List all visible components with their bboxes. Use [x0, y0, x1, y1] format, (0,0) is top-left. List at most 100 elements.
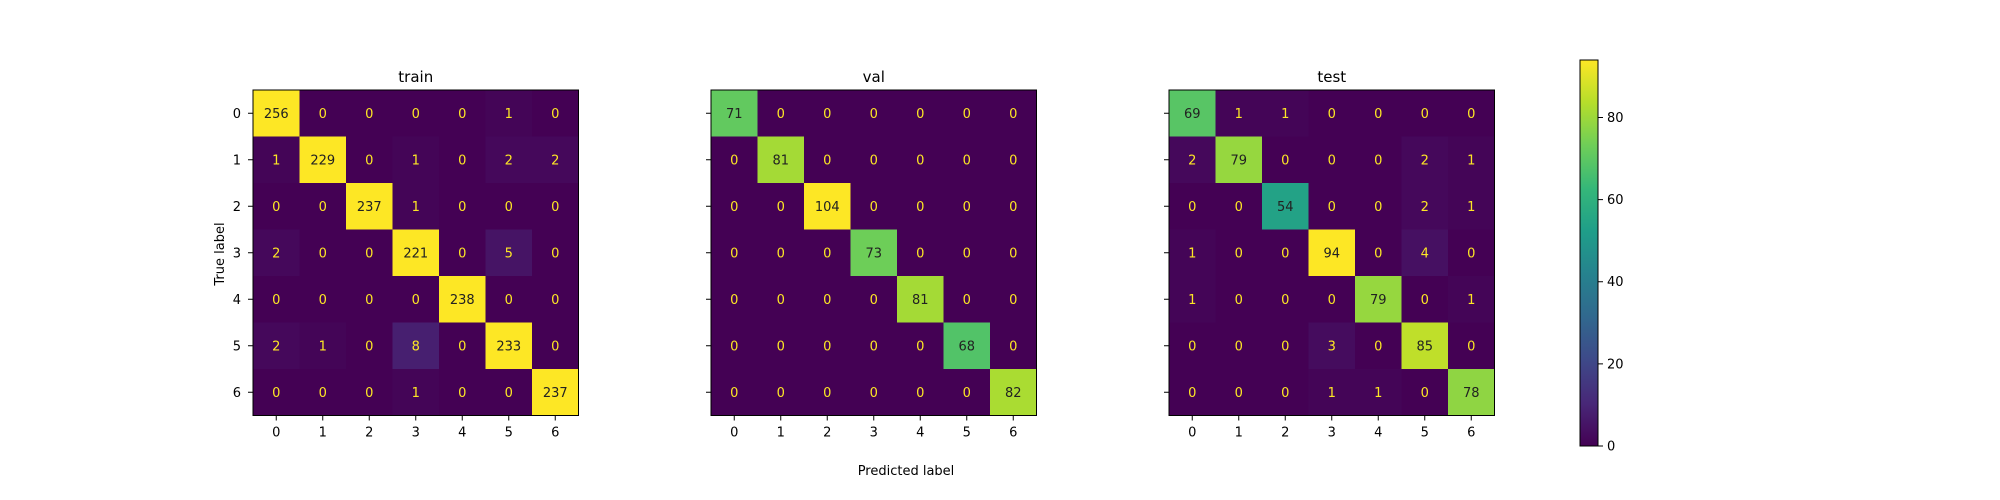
heatmap-cell	[1262, 136, 1309, 184]
x-tick-label: 0	[1188, 426, 1196, 441]
heatmap-cell	[757, 369, 805, 416]
cell-value: 0	[1281, 153, 1289, 168]
cell-value: 0	[1188, 386, 1196, 401]
heatmap-cell	[392, 90, 440, 137]
cell-value: 0	[777, 107, 785, 122]
cell-value: 69	[1184, 107, 1201, 122]
cell-value: 81	[772, 153, 789, 168]
cell-value: 0	[505, 200, 513, 215]
heatmap-cell	[850, 90, 898, 137]
heatmap-cell	[1169, 322, 1216, 370]
heatmap-cell	[392, 276, 440, 323]
cell-value: 0	[1009, 153, 1017, 168]
x-tick-label: 5	[963, 426, 971, 441]
cell-value: 1	[1281, 107, 1289, 122]
heatmap-cell	[346, 90, 393, 137]
x-tick-label: 0	[272, 426, 280, 441]
cell-value: 0	[319, 386, 327, 401]
cell-value: 0	[1374, 153, 1382, 168]
heatmap-cell	[990, 369, 1037, 416]
heatmap-cell	[1262, 322, 1309, 370]
cell-value: 0	[1467, 339, 1475, 354]
heatmap-cell	[392, 136, 440, 184]
heatmap-cell	[804, 276, 851, 323]
cell-value: 0	[870, 293, 878, 308]
cell-value: 0	[963, 200, 971, 215]
heatmap-cell	[990, 183, 1037, 230]
cell-value: 0	[272, 386, 280, 401]
heatmap-cell	[253, 90, 300, 137]
heatmap-cell	[1169, 276, 1216, 323]
heatmap-cell	[943, 136, 991, 184]
cell-value: 0	[1328, 107, 1336, 122]
heatmap-cell	[1355, 322, 1402, 370]
cell-value: 0	[916, 107, 924, 122]
heatmap-cell	[532, 229, 579, 277]
heatmap-cell	[532, 90, 579, 137]
cell-value: 0	[365, 246, 373, 261]
y-axis-label: True label	[213, 222, 228, 286]
heatmap-cell	[990, 136, 1037, 184]
y-tick-label: 4	[233, 293, 241, 308]
cell-value: 0	[916, 386, 924, 401]
cell-value: 0	[1009, 246, 1017, 261]
cell-value: 0	[1235, 386, 1243, 401]
cell-value: 0	[777, 293, 785, 308]
heatmap-cell	[1401, 136, 1449, 184]
heatmap-cell	[711, 276, 758, 323]
heatmap-cell	[711, 90, 758, 137]
cell-value: 1	[272, 153, 280, 168]
cell-value: 0	[1421, 293, 1429, 308]
cell-value: 0	[730, 339, 738, 354]
heatmap-cell	[1262, 183, 1309, 230]
cell-value: 5	[505, 246, 513, 261]
cell-value: 0	[730, 153, 738, 168]
heatmap-cell	[485, 183, 533, 230]
x-tick-label: 5	[1421, 426, 1429, 441]
cell-value: 0	[365, 339, 373, 354]
heatmap-cell	[485, 276, 533, 323]
cell-value: 0	[1374, 200, 1382, 215]
cell-value: 237	[543, 386, 568, 401]
heatmap-cell	[1169, 136, 1216, 184]
cell-value: 68	[958, 339, 975, 354]
cell-value: 0	[551, 107, 559, 122]
cell-value: 0	[1328, 153, 1336, 168]
heatmap-cell	[757, 183, 805, 230]
x-tick-label: 2	[365, 426, 373, 441]
heatmap-cell	[1215, 183, 1263, 230]
cell-value: 0	[963, 386, 971, 401]
cell-value: 0	[365, 293, 373, 308]
x-tick-label: 1	[777, 426, 785, 441]
cell-value: 1	[1467, 153, 1475, 168]
heatmap-cell	[439, 322, 486, 370]
cell-value: 2	[1421, 200, 1429, 215]
cell-value: 0	[916, 200, 924, 215]
heatmap-cell	[757, 276, 805, 323]
cell-value: 0	[1009, 200, 1017, 215]
heatmap-cell	[897, 276, 944, 323]
cell-value: 0	[551, 200, 559, 215]
heatmap-cell	[804, 90, 851, 137]
heatmap-cell	[392, 229, 440, 277]
cell-value: 78	[1463, 386, 1480, 401]
cell-value: 0	[1188, 339, 1196, 354]
heatmap-cell	[1308, 90, 1356, 137]
colorbar-tick-label: 40	[1607, 275, 1624, 290]
cell-value: 73	[865, 246, 882, 261]
heatmap-cell	[757, 136, 805, 184]
heatmap-cell	[346, 136, 393, 184]
heatmap-cell	[1215, 136, 1263, 184]
heatmap-cell	[439, 136, 486, 184]
colorbar-tick-label: 80	[1607, 111, 1624, 126]
heatmap-cell	[804, 136, 851, 184]
heatmap-cell	[804, 229, 851, 277]
cell-value: 0	[1374, 107, 1382, 122]
heatmap-cell	[990, 229, 1037, 277]
heatmap-cell	[943, 369, 991, 416]
cell-value: 0	[1374, 246, 1382, 261]
heatmap-cell	[1355, 276, 1402, 323]
heatmap-cell	[804, 322, 851, 370]
heatmap-cell	[1401, 276, 1449, 323]
